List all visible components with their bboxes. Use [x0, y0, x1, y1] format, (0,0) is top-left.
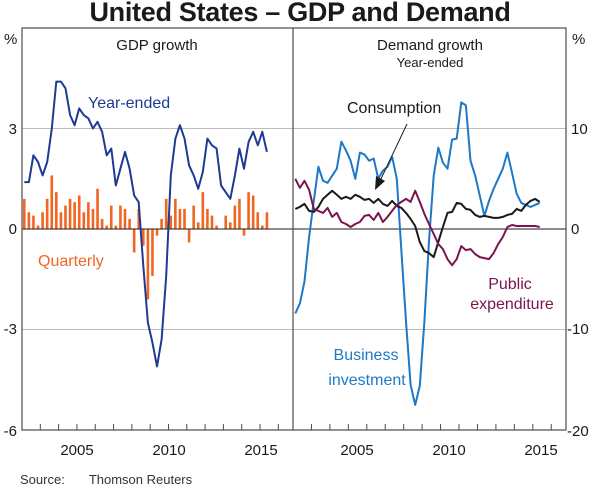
quarterly-bar — [36, 225, 40, 229]
series-lines — [24, 80, 541, 406]
quarterly-bar — [142, 229, 145, 246]
quarterly-bar — [105, 225, 108, 229]
right-y-tick-label: 10 — [571, 121, 588, 138]
left-panel-title: GDP growth — [116, 37, 197, 54]
left-y-unit-label: % — [4, 31, 17, 48]
quarterly-bar — [27, 212, 31, 229]
quarterly-bar — [50, 175, 54, 229]
quarterly-bar — [68, 198, 72, 229]
quarterly-bar — [109, 205, 113, 229]
quarterly-bar — [238, 198, 241, 229]
quarterly-bar — [151, 229, 154, 276]
line-consumption — [294, 189, 541, 259]
quarterly-bar — [178, 208, 182, 229]
quarterly-bar — [160, 218, 163, 229]
quarterly-bar — [87, 202, 90, 229]
series-label-year-ended: Year-ended — [88, 95, 170, 112]
quarterly-bar — [45, 198, 49, 229]
quarterly-bar — [228, 222, 232, 229]
quarterly-bar — [32, 215, 35, 229]
quarterly-bar — [114, 225, 118, 229]
quarterly-bar — [59, 212, 63, 229]
left-y-tick-label: 0 — [9, 221, 17, 238]
quarterly-bar — [132, 229, 136, 253]
quarterly-bar — [169, 215, 173, 229]
quarterly-bar — [210, 215, 214, 229]
left-x-tick-label: 2010 — [152, 442, 185, 459]
line-business-investment — [294, 101, 541, 406]
chart-title: United States – GDP and Demand — [89, 0, 511, 27]
right-x-tick-label: 2010 — [432, 442, 465, 459]
quarterly-bar — [137, 208, 141, 229]
quarterly-bar — [77, 195, 81, 229]
quarterly-bar — [41, 212, 44, 229]
series-label-public-expenditure-line2: expenditure — [470, 296, 554, 313]
consumption-annotation-arrow — [375, 123, 408, 190]
axis-ticks — [39, 424, 552, 430]
quarterly-bar — [55, 192, 58, 229]
quarterly-bar — [224, 215, 228, 229]
quarterly-bar — [242, 229, 246, 236]
quarterly-bar — [251, 195, 255, 229]
series-label-business-investment-line2: investment — [328, 372, 406, 389]
quarterly-bar — [183, 208, 186, 229]
left-y-tick-label: -6 — [4, 423, 17, 440]
left-x-tick-label: 2005 — [60, 442, 93, 459]
quarterly-bar — [247, 192, 250, 229]
source-value: Thomson Reuters — [88, 472, 193, 487]
quarterly-bar — [256, 212, 260, 229]
series-label-consumption: Consumption — [347, 100, 441, 117]
series-label-public-expenditure-line1: Public — [488, 276, 532, 293]
quarterly-bar — [261, 225, 264, 229]
right-panel-title: Demand growth — [377, 37, 483, 54]
left-y-tick-label: -3 — [4, 321, 17, 338]
quarterly-bar — [100, 218, 104, 229]
quarterly-bar — [187, 229, 191, 243]
quarterly-bar — [123, 208, 127, 229]
quarterly-bar — [96, 188, 99, 229]
gridlines — [22, 128, 566, 330]
quarterly-bar — [164, 198, 168, 229]
source-note: Source: Thomson Reuters — [20, 472, 192, 487]
quarterly-bar — [128, 218, 131, 229]
series-label-quarterly: Quarterly — [38, 253, 104, 270]
quarterly-bar — [196, 222, 200, 229]
quarterly-bar — [265, 212, 269, 229]
right-y-tick-label: -20 — [567, 423, 589, 440]
quarterly-bar — [174, 198, 177, 229]
series-label-business-investment-line1: Business — [334, 347, 399, 364]
right-panel-subtitle: Year-ended — [397, 55, 464, 70]
quarterly-bar — [64, 205, 67, 229]
right-x-tick-label: 2005 — [340, 442, 373, 459]
quarterly-bar — [146, 229, 150, 300]
panel-frames — [21, 27, 567, 431]
quarterly-bar — [215, 225, 218, 229]
right-x-tick-label: 2015 — [524, 442, 557, 459]
quarterly-bar — [201, 192, 205, 229]
quarterly-bar — [155, 229, 159, 236]
quarterly-bar — [22, 198, 26, 229]
quarterly-bar — [82, 212, 86, 229]
outer-frame — [21, 27, 567, 431]
quarterly-bar — [91, 208, 95, 229]
quarterly-bar — [73, 202, 76, 229]
right-y-tick-label: 0 — [571, 221, 579, 238]
quarterly-bar — [206, 208, 209, 229]
source-label: Source: — [20, 472, 65, 487]
quarterly-bar — [233, 205, 237, 229]
line-public-expenditure — [294, 178, 540, 267]
quarterly-bar — [192, 205, 195, 229]
quarterly-bar — [119, 205, 122, 229]
right-y-unit-label: % — [572, 31, 585, 48]
line-year-ended — [24, 80, 268, 368]
left-x-tick-label: 2015 — [244, 442, 277, 459]
right-y-tick-label: -10 — [567, 321, 589, 338]
left-y-tick-label: 3 — [9, 121, 17, 138]
quarterly-bars — [22, 175, 269, 300]
